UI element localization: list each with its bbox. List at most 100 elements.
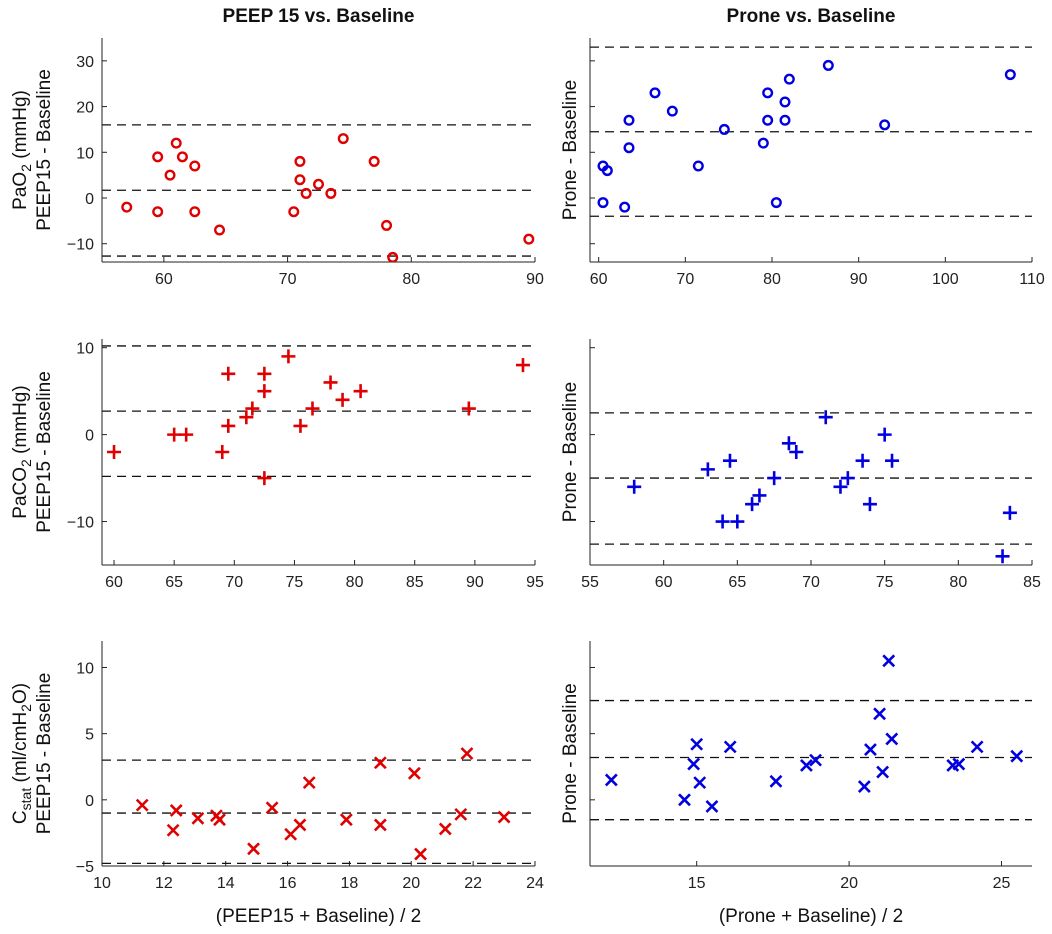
markers [135, 747, 511, 861]
data-point [876, 765, 890, 779]
data-point [461, 401, 476, 416]
data-point [623, 114, 635, 126]
data-point [723, 740, 737, 754]
x-tick-label: 85 [1023, 574, 1041, 591]
data-point [239, 410, 254, 425]
y-axis-label-primary: PaCO2 (mmHg) [10, 385, 34, 518]
data-point [167, 427, 182, 442]
data-point [221, 366, 236, 381]
data-point [523, 233, 535, 245]
data-point [179, 427, 194, 442]
data-point [995, 549, 1010, 564]
x-tick-label: 70 [225, 574, 243, 591]
data-point [135, 798, 149, 812]
data-point [873, 707, 887, 721]
data-point [597, 197, 609, 209]
y-tick-label: 0 [85, 191, 94, 208]
data-point [789, 445, 804, 459]
data-point [1002, 505, 1017, 520]
data-point [407, 766, 421, 780]
data-point [189, 206, 201, 218]
data-point [604, 773, 618, 787]
x-tick-label: 80 [402, 271, 420, 288]
x-tick-label: 55 [581, 574, 599, 591]
x-tick-label: 60 [155, 271, 173, 288]
data-point [293, 418, 308, 433]
x-tick-label: 75 [286, 574, 304, 591]
data-point [191, 811, 205, 825]
y-axis-label-secondary: PEEP15 - Baseline [34, 371, 55, 533]
data-point [176, 151, 188, 163]
data-point [189, 160, 201, 172]
markers [627, 410, 1017, 564]
data-point [800, 758, 813, 772]
x-tick-label: 12 [155, 875, 173, 892]
data-point [293, 818, 307, 832]
x-tick-label: 60 [655, 574, 673, 591]
y-tick-label: −5 [76, 859, 94, 876]
x-tick-label: 80 [346, 574, 364, 591]
data-point [335, 392, 350, 407]
y-tick-label: 10 [76, 341, 94, 358]
y-label-subscript: 2 [18, 164, 34, 172]
data-point [515, 358, 530, 373]
data-point [294, 174, 306, 186]
data-point [818, 410, 833, 425]
data-point [781, 436, 796, 451]
data-point [169, 803, 183, 817]
data-point [864, 743, 877, 756]
y-tick-label: 0 [85, 428, 94, 445]
data-point [454, 807, 468, 821]
y-label-unit-subscript: 2 [18, 704, 34, 712]
data-point [1010, 749, 1024, 763]
data-point [381, 219, 393, 231]
data-point [769, 774, 783, 788]
data-point [288, 206, 300, 218]
data-point [152, 206, 164, 218]
y-tick-label: 5 [85, 727, 94, 744]
x-tick-label: 80 [949, 574, 967, 591]
data-point [762, 87, 774, 99]
data-point [152, 151, 164, 163]
x-tick-label: 24 [526, 875, 544, 892]
y-axis-label-secondary: Prone - Baseline [560, 683, 581, 823]
data-point [855, 453, 870, 468]
data-point [373, 818, 387, 832]
data-point [885, 732, 899, 746]
y-label-main: PaCO [10, 467, 31, 519]
data-point [387, 251, 399, 262]
data-point [752, 488, 767, 503]
panel-cstat-prone: 15 20 25 (Prone + Baseline) / 2 Prone - Base… [560, 641, 1032, 927]
y-tick-label: −10 [67, 237, 94, 254]
markers [121, 133, 535, 262]
data-point [687, 757, 701, 771]
data-point [294, 155, 306, 167]
data-point [170, 137, 182, 149]
data-point [623, 142, 635, 154]
panel-title: Prone vs. Baseline [727, 6, 896, 27]
y-tick-label: 10 [76, 660, 94, 677]
data-point [833, 479, 848, 494]
data-point [166, 823, 180, 837]
data-point [952, 757, 966, 771]
x-tick-label: 10 [93, 875, 111, 892]
data-point [970, 740, 984, 754]
y-axis-label-secondary: PEEP15 - Baseline [34, 69, 55, 231]
data-point [215, 445, 230, 459]
data-point [302, 776, 316, 790]
data-point [601, 165, 613, 177]
data-point [323, 375, 338, 390]
data-point [690, 737, 704, 751]
data-point [767, 471, 782, 486]
y-label-subscript: stat [18, 788, 34, 811]
data-point [325, 187, 337, 199]
data-point [414, 847, 427, 861]
data-point [822, 59, 834, 71]
x-tick-label: 60 [105, 574, 123, 591]
data-point [718, 123, 730, 135]
data-point [745, 497, 760, 512]
data-point [700, 462, 715, 477]
data-point [214, 224, 226, 236]
y-label-unit: (ml/cmH [10, 712, 31, 788]
data-point [305, 401, 320, 416]
